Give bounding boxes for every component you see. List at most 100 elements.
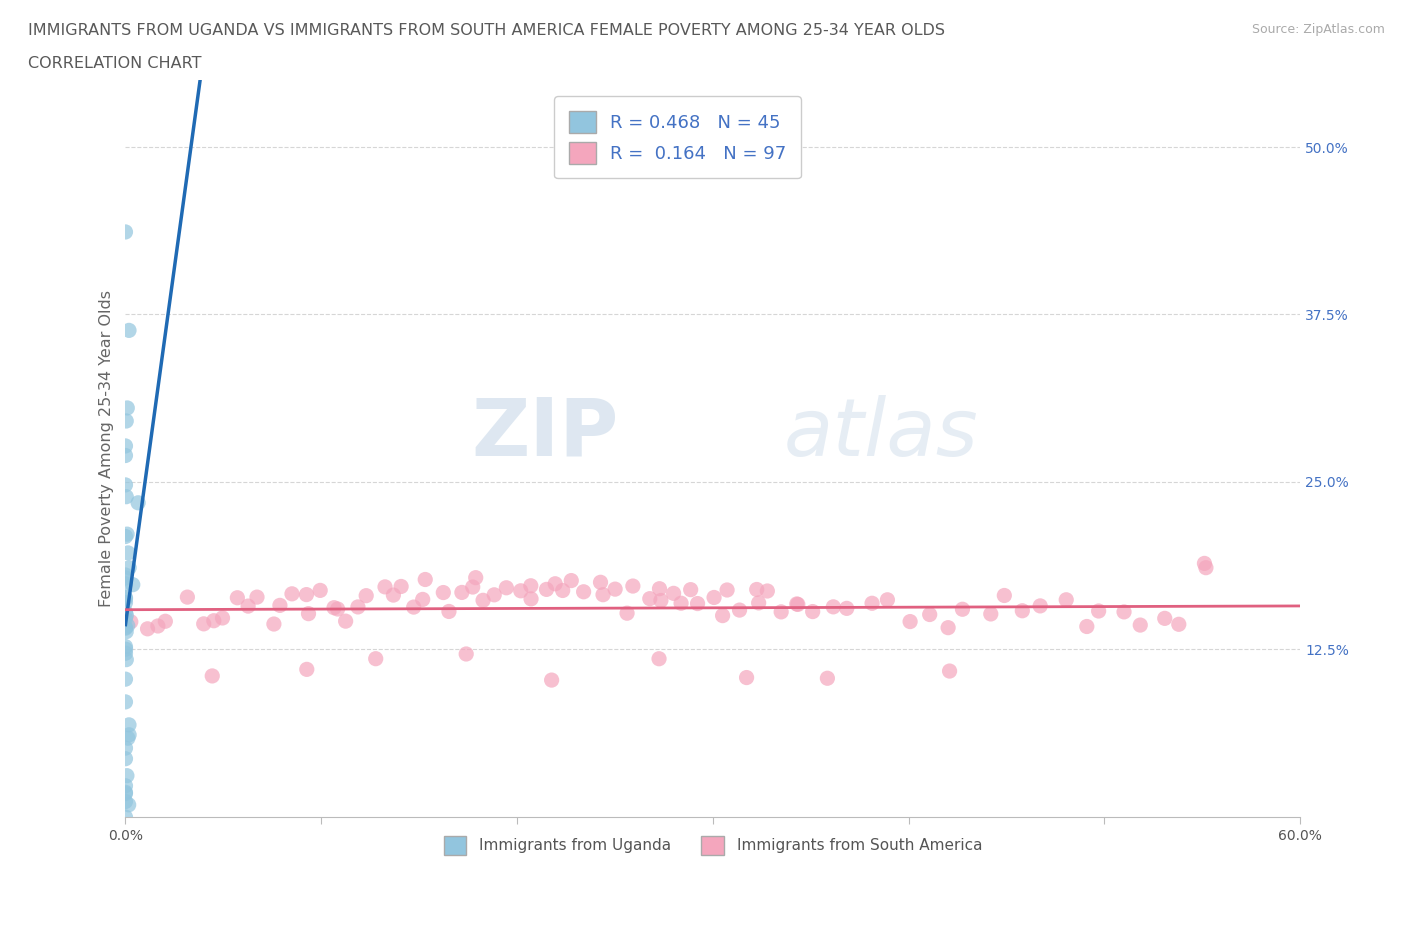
Point bbox=[456, 646, 478, 661]
Point bbox=[114, 595, 136, 610]
Point bbox=[115, 489, 138, 504]
Point bbox=[114, 529, 136, 544]
Point bbox=[728, 603, 751, 618]
Point bbox=[115, 414, 138, 429]
Point bbox=[716, 582, 738, 597]
Point bbox=[114, 477, 136, 492]
Point bbox=[520, 591, 543, 606]
Point bbox=[938, 664, 960, 679]
Point bbox=[1194, 556, 1216, 571]
Point bbox=[536, 582, 558, 597]
Point bbox=[1129, 618, 1152, 632]
Point bbox=[114, 810, 136, 825]
Point bbox=[823, 600, 845, 615]
Point bbox=[246, 590, 269, 604]
Point bbox=[432, 585, 454, 600]
Point bbox=[114, 570, 136, 585]
Point bbox=[801, 604, 824, 619]
Point bbox=[269, 598, 291, 613]
Point bbox=[662, 586, 685, 601]
Point bbox=[540, 672, 562, 687]
Point bbox=[412, 592, 434, 607]
Point bbox=[679, 582, 702, 597]
Point bbox=[114, 604, 136, 619]
Point bbox=[835, 601, 858, 616]
Point bbox=[1167, 617, 1189, 631]
Point bbox=[114, 438, 136, 453]
Point bbox=[193, 617, 215, 631]
Point bbox=[155, 614, 177, 629]
Point bbox=[364, 651, 387, 666]
Point bbox=[703, 590, 725, 604]
Point bbox=[374, 579, 396, 594]
Point bbox=[263, 617, 285, 631]
Point bbox=[114, 567, 136, 582]
Point bbox=[402, 600, 425, 615]
Point bbox=[952, 602, 974, 617]
Point bbox=[115, 608, 138, 623]
Point bbox=[786, 596, 808, 611]
Point bbox=[686, 596, 709, 611]
Point bbox=[572, 584, 595, 599]
Point bbox=[236, 599, 259, 614]
Point bbox=[437, 604, 460, 618]
Text: ZIP: ZIP bbox=[471, 394, 619, 472]
Point bbox=[281, 587, 304, 602]
Point bbox=[648, 581, 671, 596]
Point bbox=[520, 578, 543, 593]
Point bbox=[146, 618, 169, 633]
Point bbox=[876, 592, 898, 607]
Point bbox=[114, 786, 136, 801]
Point bbox=[297, 606, 319, 621]
Point bbox=[335, 614, 357, 629]
Point bbox=[114, 448, 136, 463]
Point bbox=[389, 579, 412, 594]
Point bbox=[451, 585, 474, 600]
Point bbox=[176, 590, 198, 604]
Point bbox=[114, 785, 136, 800]
Point bbox=[117, 731, 139, 746]
Point bbox=[114, 794, 136, 809]
Legend: Immigrants from Uganda, Immigrants from South America: Immigrants from Uganda, Immigrants from … bbox=[437, 830, 988, 860]
Point bbox=[1011, 604, 1033, 618]
Point bbox=[745, 582, 768, 597]
Point bbox=[980, 606, 1002, 621]
Point bbox=[936, 620, 959, 635]
Point bbox=[1087, 604, 1109, 618]
Point bbox=[114, 642, 136, 657]
Point bbox=[114, 645, 136, 660]
Point bbox=[1076, 619, 1098, 634]
Point bbox=[118, 323, 141, 338]
Point bbox=[202, 613, 225, 628]
Point bbox=[354, 588, 377, 603]
Point bbox=[495, 580, 517, 595]
Point bbox=[589, 575, 612, 590]
Point bbox=[1029, 599, 1052, 614]
Point bbox=[211, 610, 233, 625]
Point bbox=[201, 669, 224, 684]
Point bbox=[560, 573, 582, 588]
Point bbox=[413, 572, 436, 587]
Point bbox=[295, 662, 318, 677]
Point bbox=[226, 591, 249, 605]
Point bbox=[114, 671, 136, 686]
Point bbox=[551, 583, 574, 598]
Point bbox=[323, 600, 346, 615]
Point bbox=[592, 587, 614, 602]
Point bbox=[117, 546, 139, 561]
Point bbox=[484, 588, 506, 603]
Point bbox=[650, 593, 672, 608]
Point bbox=[309, 583, 332, 598]
Point bbox=[118, 717, 141, 732]
Point bbox=[118, 560, 141, 575]
Point bbox=[114, 751, 136, 766]
Point bbox=[756, 583, 779, 598]
Point bbox=[114, 591, 136, 605]
Point bbox=[786, 597, 808, 612]
Point bbox=[748, 595, 770, 610]
Point bbox=[648, 651, 671, 666]
Point bbox=[347, 600, 370, 615]
Point bbox=[120, 615, 142, 630]
Point bbox=[711, 608, 734, 623]
Point bbox=[1153, 611, 1175, 626]
